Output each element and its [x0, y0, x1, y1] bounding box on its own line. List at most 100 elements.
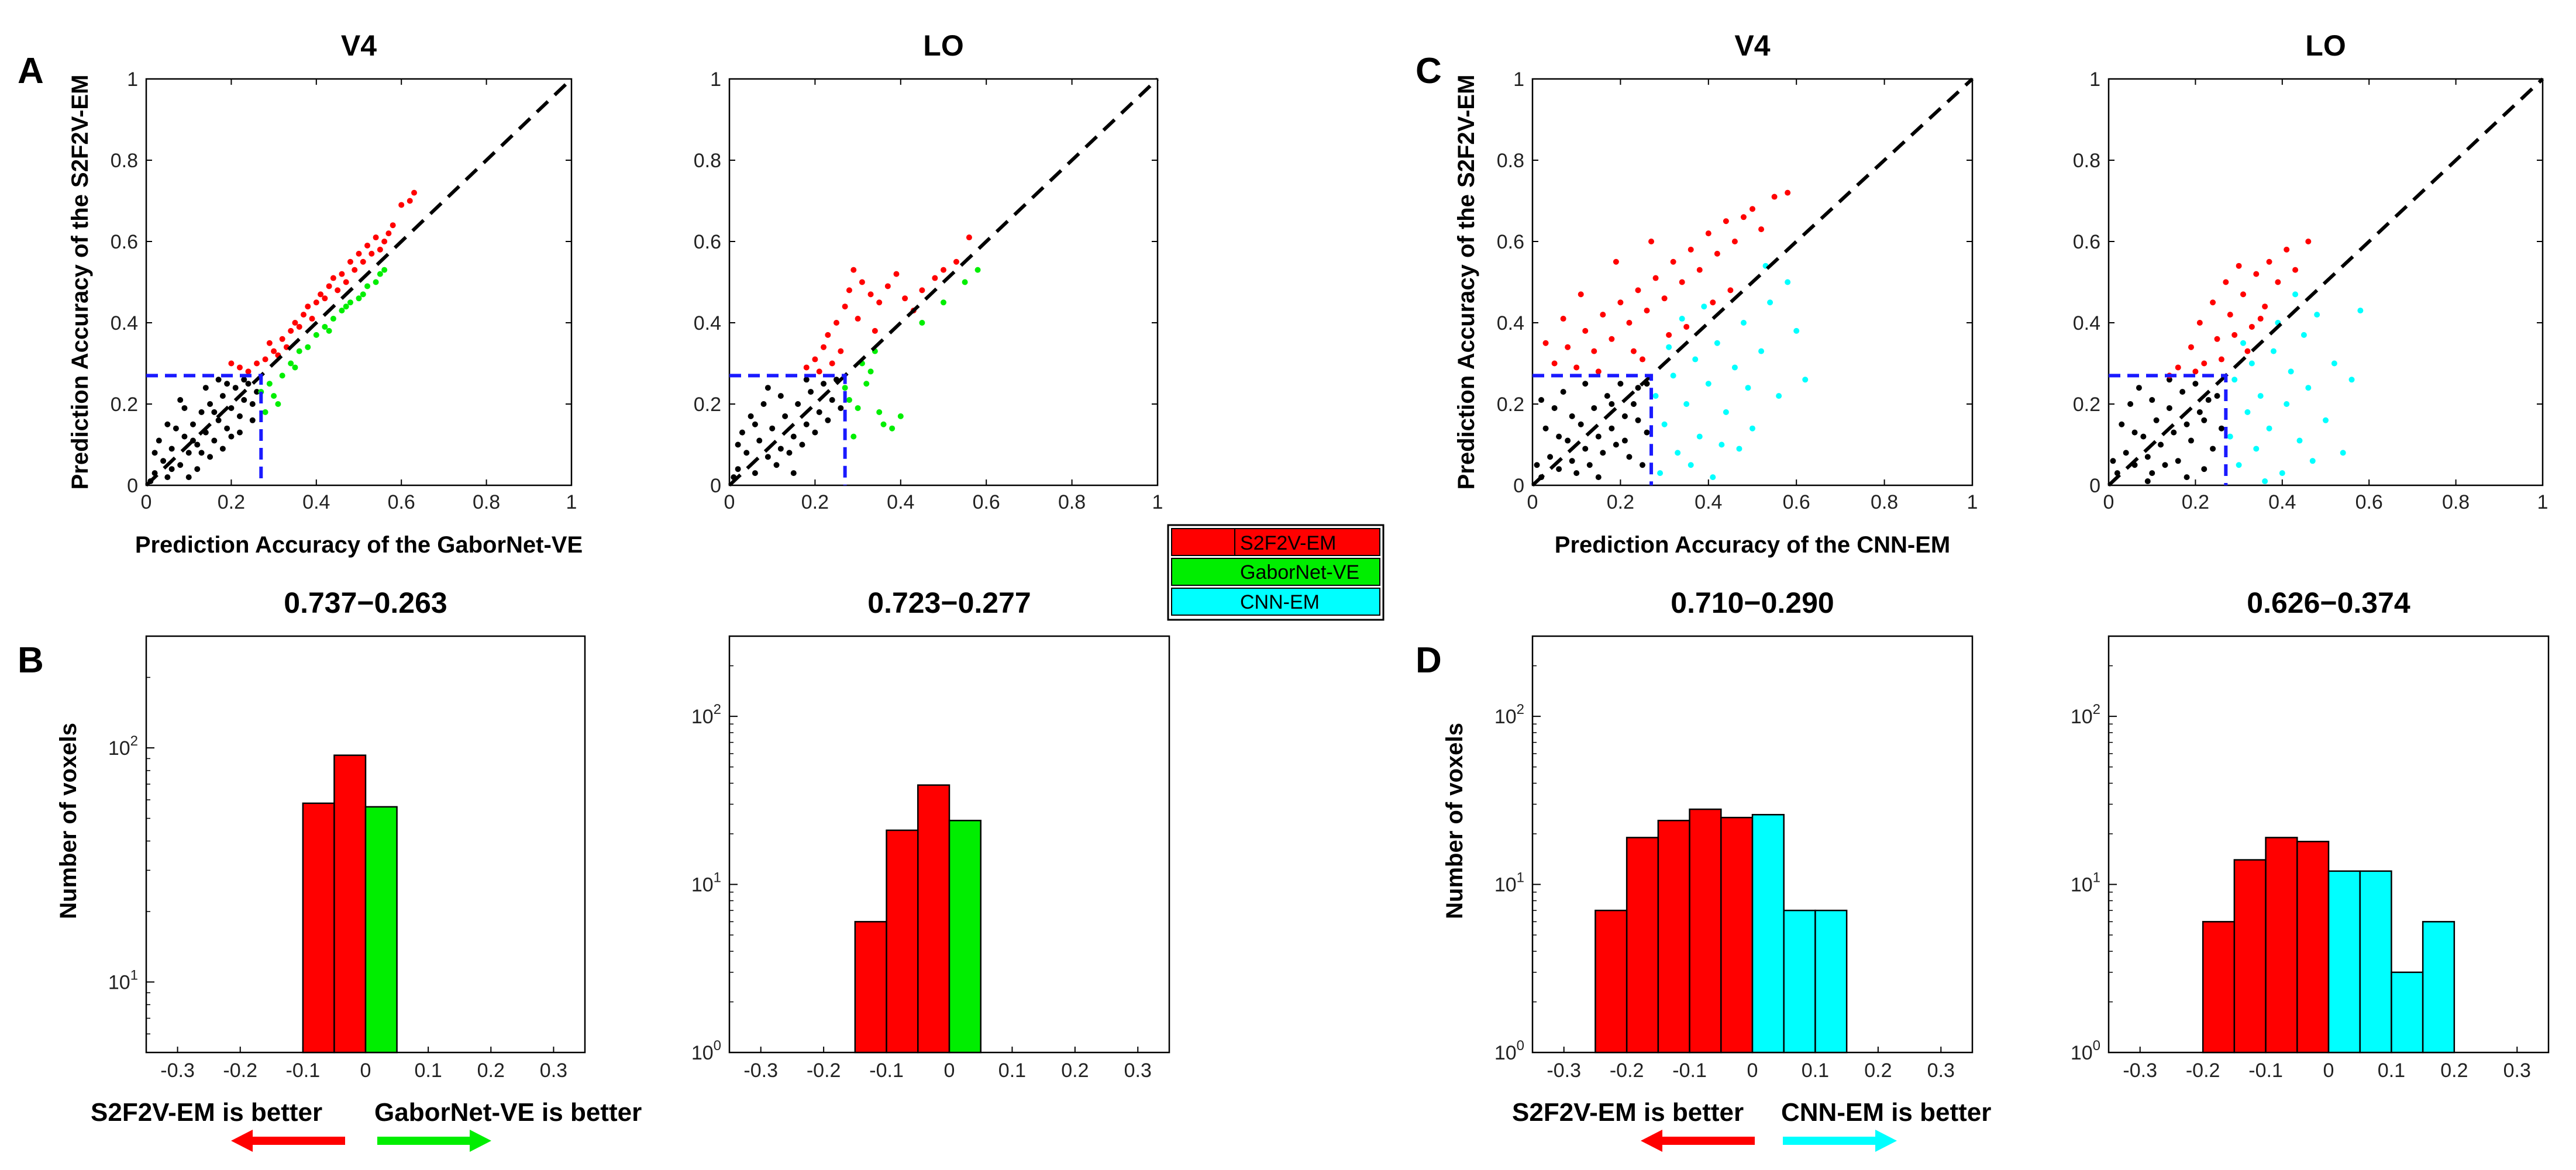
scatter-point: [2214, 393, 2220, 399]
scatter-point: [962, 279, 968, 285]
histogram-bar-red: [2296, 840, 2330, 1054]
x-tick-label: 0: [944, 1059, 955, 1082]
scatter-point: [2262, 478, 2268, 485]
scatter-point: [245, 368, 252, 375]
scatter-point: [1640, 356, 1645, 363]
scatter-point: [309, 316, 315, 322]
x-tick-label: 0: [360, 1059, 371, 1082]
y-tick-label: 101: [2071, 870, 2100, 896]
scatter-point: [2305, 385, 2312, 391]
scatter-point: [953, 258, 959, 265]
y-tick-label: 102: [2071, 702, 2100, 728]
scatter-point: [347, 299, 353, 306]
scatter-point: [313, 299, 319, 306]
scatter-point: [228, 433, 235, 440]
scatter-point: [322, 323, 328, 330]
y-tick-label: 101: [1494, 870, 1524, 896]
scatter-point: [1714, 250, 1720, 257]
scatter-point: [748, 413, 754, 419]
x-axis-label: Prediction Accuracy of the GaborNet-VE: [135, 532, 583, 558]
scatter-point: [1802, 377, 1809, 383]
scatter-point: [2257, 316, 2264, 322]
scatter-point: [2149, 397, 2155, 403]
scatter-point: [2123, 450, 2129, 456]
scatter-point: [2144, 478, 2151, 485]
scatter-point: [825, 417, 831, 423]
y-tick-label: 0.4: [111, 312, 138, 334]
scatter-point: [236, 413, 243, 419]
x-tick-label: 0.3: [540, 1059, 567, 1082]
chart-title: LO: [923, 29, 963, 62]
legend: S2F2V-EM GaborNet-VE CNN-EM: [1167, 524, 1385, 621]
scatter-point: [2218, 425, 2224, 432]
scatter-point: [735, 441, 741, 448]
scatter-chart-a-v4: V4 0 0.2 0.4 0.6 0.8 1 0 0.2 0.4 0.6 0.8 1 Prediction…: [67, 29, 583, 558]
scatter-point: [296, 323, 302, 330]
x-tick-label: 0.2: [801, 491, 829, 513]
scatter-point: [236, 429, 243, 436]
scatter-point: [241, 397, 247, 403]
scatter-point: [381, 267, 388, 273]
y-tick-label: 0: [127, 475, 138, 497]
chart-title: 0.737−0.263: [284, 586, 447, 619]
x-tick-label: 0.4: [2268, 491, 2296, 513]
scatter-point: [1542, 425, 1549, 432]
scatter-point: [249, 417, 256, 423]
scatter-point: [773, 462, 780, 468]
scatter-point: [941, 267, 946, 273]
scatter-point: [821, 344, 827, 350]
scatter-point: [1600, 450, 1606, 456]
scatter-point: [790, 470, 797, 477]
scatter-series-cyan: [1652, 263, 1809, 481]
scatter-point: [1556, 466, 1562, 472]
scatter-point: [2131, 429, 2138, 436]
identity-diagonal-line: [2107, 77, 2544, 487]
scatter-point: [2314, 312, 2320, 318]
scatter-point: [385, 230, 392, 237]
x-tick-label: 0.1: [415, 1059, 442, 1082]
scatter-point: [347, 258, 353, 265]
y-axis-label: Prediction Accuracy of the S2F2V-EM: [67, 75, 93, 490]
scatter-point: [343, 303, 349, 310]
y-tick-label: 102: [1494, 702, 1524, 728]
scatter-point: [215, 377, 222, 383]
scatter-point: [1551, 360, 1558, 367]
legend-label-gabornet: GaborNet-VE: [1240, 561, 1359, 584]
scatter-point: [2153, 417, 2160, 423]
x-tick-label: 0: [141, 491, 152, 513]
scatter-point: [194, 441, 201, 448]
scatter-point: [245, 381, 252, 387]
scatter-point: [1745, 385, 1751, 391]
scatter-point: [1595, 474, 1602, 481]
scatter-point: [803, 364, 810, 371]
scatter-point: [829, 397, 835, 403]
scatter-point: [275, 401, 281, 407]
scatter-point: [1740, 214, 1747, 220]
y-tick-label: 0: [1513, 475, 1524, 497]
arrow-text-s2f2v-better-left: S2F2V-EM is better: [91, 1098, 322, 1127]
scatter-point: [752, 421, 758, 427]
scatter-point: [1609, 401, 1615, 407]
x-tick-label: 0.8: [1058, 491, 1086, 513]
scatter-point: [249, 401, 256, 407]
scatter-point: [373, 234, 379, 241]
scatter-point: [974, 267, 981, 273]
histogram-bar-cyan: [2359, 870, 2392, 1054]
x-tick-label: -0.1: [2248, 1059, 2283, 1082]
panel-letter-c: C: [1416, 51, 1442, 91]
scatter-series-black: [1534, 381, 1650, 481]
histogram-bar-green: [948, 820, 982, 1054]
scatter-point: [808, 389, 814, 395]
scatter-point: [292, 320, 298, 326]
scatter-point: [168, 446, 175, 452]
scatter-point: [160, 458, 167, 464]
scatter-point: [164, 421, 171, 427]
chart-title: V4: [1734, 29, 1770, 62]
scatter-point: [2192, 381, 2199, 387]
scatter-point: [266, 381, 273, 387]
scatter-point: [151, 450, 158, 456]
scatter-point: [2357, 308, 2364, 314]
scatter-point: [322, 295, 328, 302]
x-tick-label: 0: [2323, 1059, 2334, 1082]
scatter-point: [288, 360, 294, 367]
